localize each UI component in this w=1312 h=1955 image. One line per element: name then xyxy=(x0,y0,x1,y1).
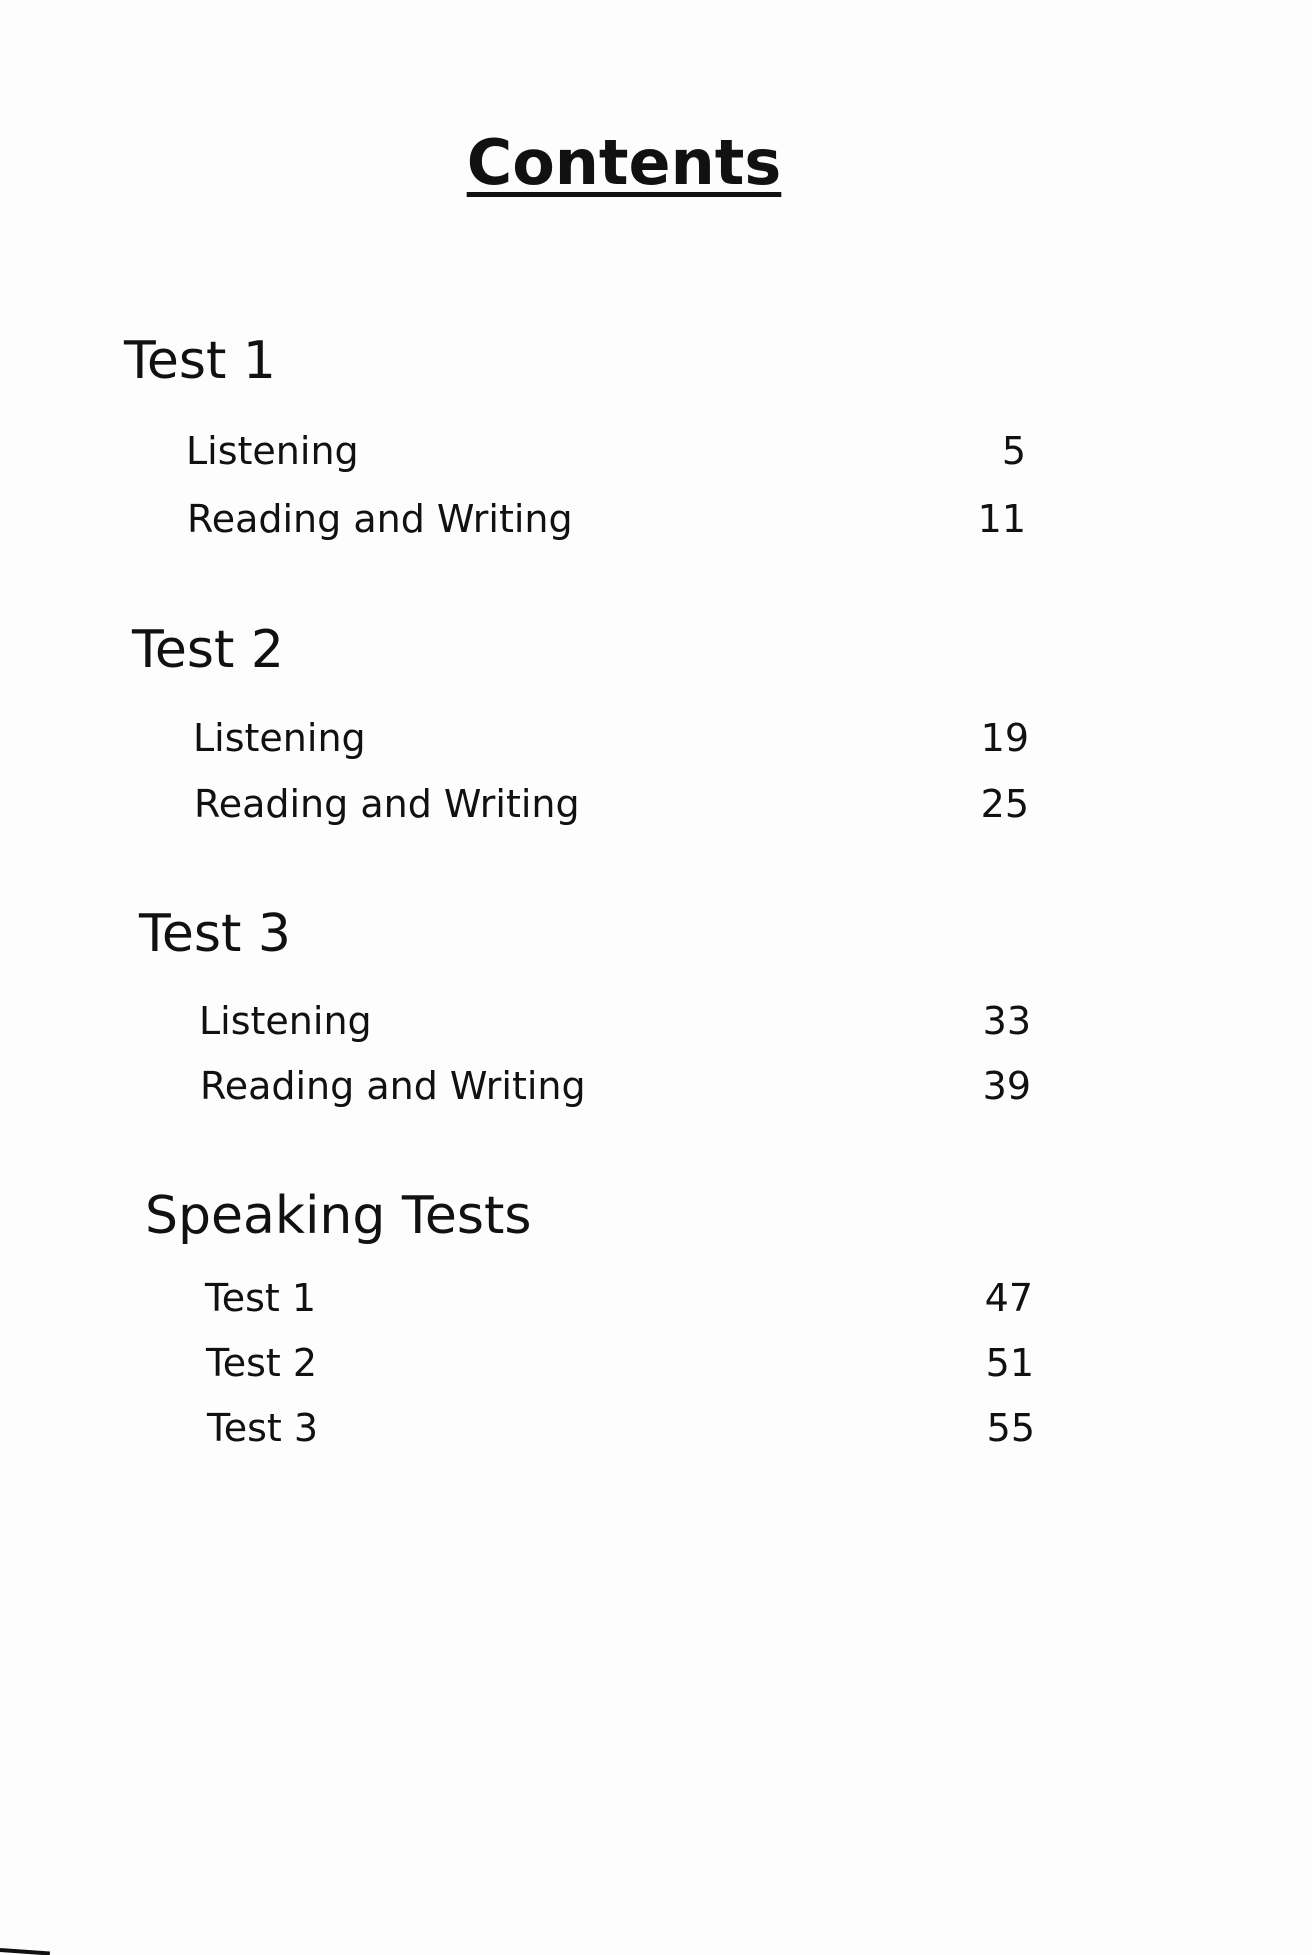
page-title: Contents xyxy=(0,126,1248,199)
entry-page: 19 xyxy=(980,716,1029,760)
entry-page: 47 xyxy=(984,1276,1033,1320)
entry-label: Reading and Writing xyxy=(194,782,580,826)
entry-label: Test 2 xyxy=(206,1341,318,1385)
toc-entry[interactable]: Listening 5 xyxy=(186,428,1026,474)
entry-page: 39 xyxy=(982,1064,1031,1108)
toc-entry[interactable]: Reading and Writing 39 xyxy=(200,1063,1031,1109)
toc-entry[interactable]: Test 2 51 xyxy=(206,1340,1034,1386)
entry-label: Listening xyxy=(186,429,359,473)
entry-page: 25 xyxy=(980,782,1029,826)
entry-page: 51 xyxy=(985,1341,1034,1385)
entry-page: 5 xyxy=(1001,429,1026,473)
entry-page: 33 xyxy=(982,999,1031,1043)
entry-page: 11 xyxy=(977,497,1026,541)
entry-label: Listening xyxy=(199,999,372,1043)
toc-entry[interactable]: Reading and Writing 25 xyxy=(194,781,1029,827)
toc-entry[interactable]: Test 3 55 xyxy=(207,1405,1035,1451)
section-heading: Test 3 xyxy=(139,904,292,964)
toc-entry[interactable]: Listening 19 xyxy=(193,715,1029,761)
entry-label: Test 1 xyxy=(205,1276,317,1320)
section-heading: Test 1 xyxy=(124,331,277,391)
entry-label: Reading and Writing xyxy=(187,497,573,541)
entry-label: Reading and Writing xyxy=(200,1064,586,1108)
section-heading: Speaking Tests xyxy=(145,1186,532,1246)
toc-entry[interactable]: Listening 33 xyxy=(199,998,1031,1044)
entry-label: Test 3 xyxy=(207,1406,319,1450)
entry-label: Listening xyxy=(193,716,366,760)
section-heading: Test 2 xyxy=(132,620,285,680)
toc-entry[interactable]: Reading and Writing 11 xyxy=(187,496,1026,542)
title-text: Contents xyxy=(466,126,782,199)
entry-page: 55 xyxy=(986,1406,1035,1450)
toc-entry[interactable]: Test 1 47 xyxy=(205,1275,1033,1321)
